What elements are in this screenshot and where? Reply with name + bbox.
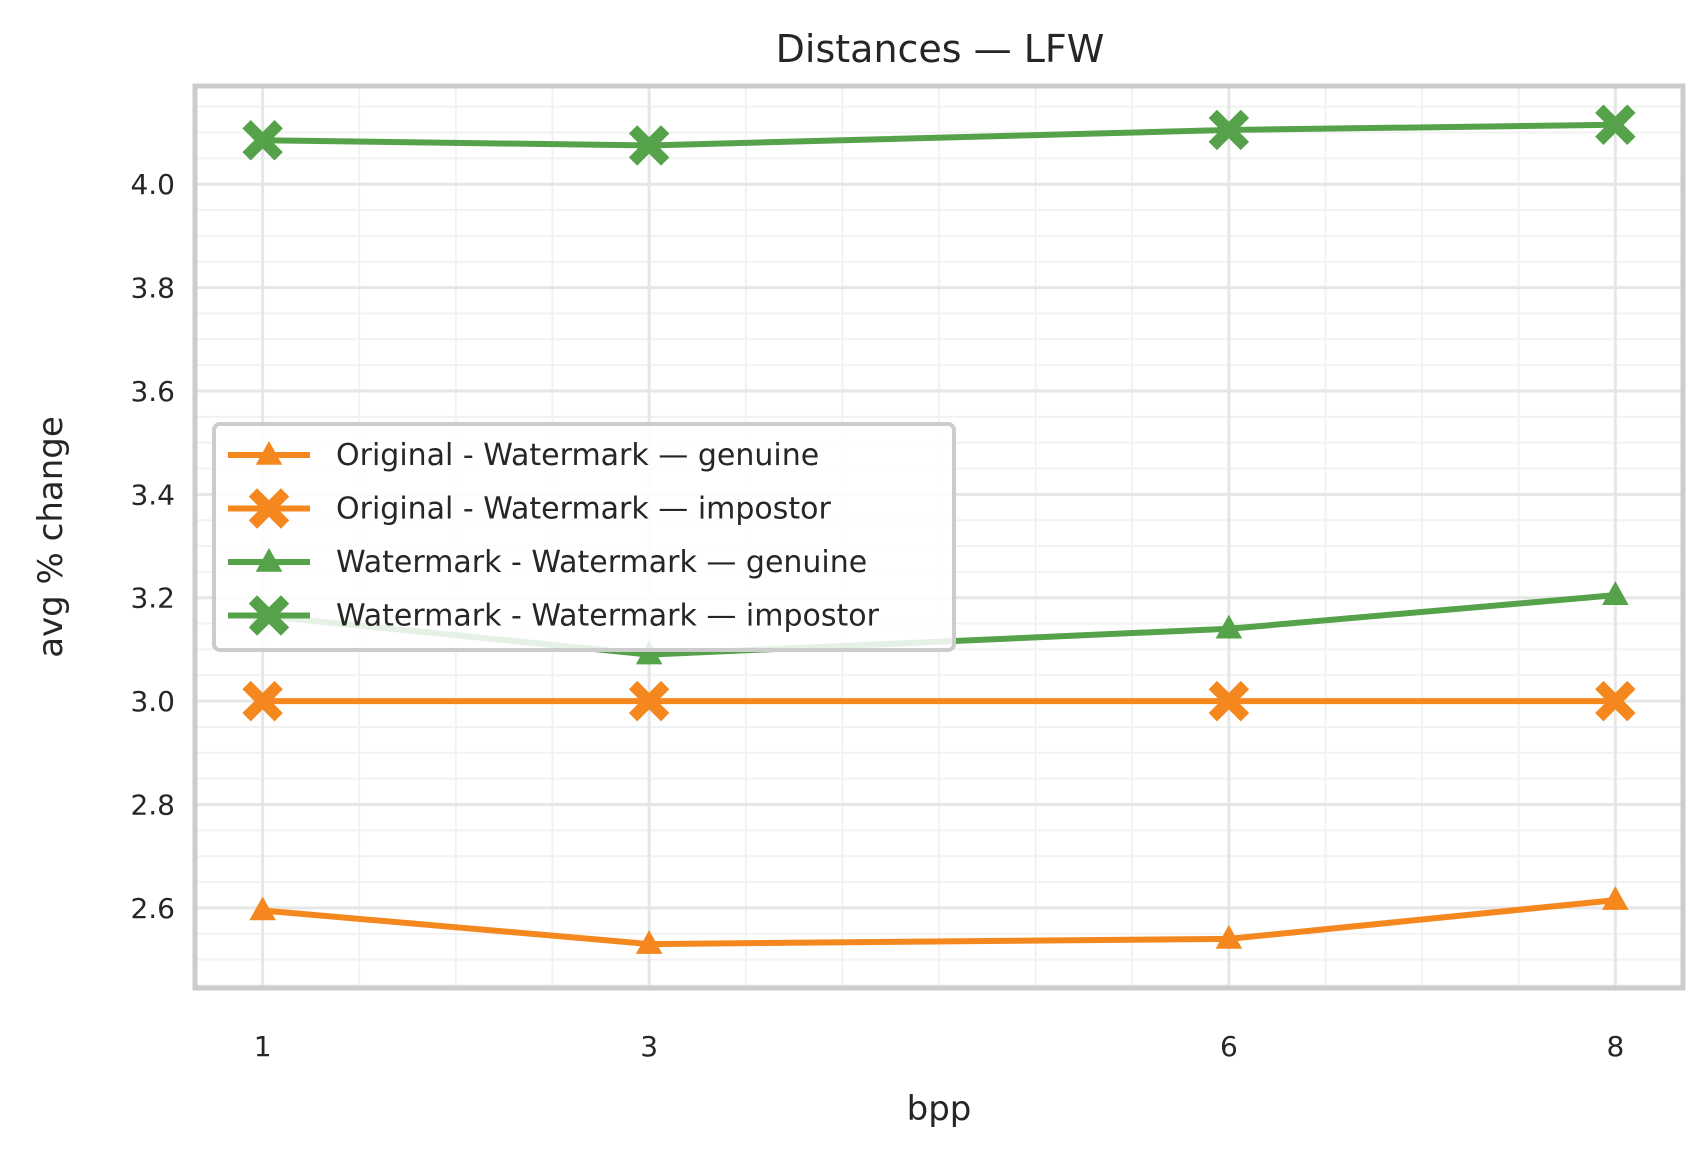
- y-tick-label: 3.8: [130, 272, 175, 305]
- series-2: [242, 680, 1636, 722]
- series-4: [242, 104, 1636, 166]
- legend-entry: Original - Watermark — genuine: [228, 438, 819, 473]
- x-marker: [1595, 104, 1636, 145]
- legend-entry: Original - Watermark — impostor: [228, 488, 832, 529]
- legend: Original - Watermark — genuine Original -…: [212, 422, 956, 652]
- legend-label: Original - Watermark — impostor: [336, 492, 832, 527]
- series-1: [249, 886, 1629, 954]
- legend-label: Watermark - Watermark — impostor: [336, 599, 880, 634]
- x-tick-labels: 1 3 6 8: [254, 1030, 1625, 1063]
- x-marker: [1208, 680, 1250, 722]
- triangle-marker: [1602, 886, 1629, 910]
- y-tick-label: 3.4: [130, 478, 175, 511]
- x-marker: [242, 680, 283, 722]
- x-marker: [248, 488, 290, 529]
- triangle-marker: [255, 548, 283, 572]
- legend-label: Watermark - Watermark — genuine: [336, 545, 867, 580]
- legend-entry: Watermark - Watermark — impostor: [228, 595, 880, 636]
- x-tick-label: 3: [640, 1030, 658, 1063]
- x-marker: [1208, 109, 1250, 151]
- triangle-marker: [1215, 924, 1243, 949]
- y-tick-label: 3.2: [130, 582, 175, 615]
- y-tick-labels: 2.6 2.8 3.0 3.2 3.4 3.6 3.8 4.0: [130, 168, 175, 925]
- y-tick-label: 2.6: [130, 892, 175, 925]
- legend-entry: Watermark - Watermark — genuine: [228, 545, 867, 580]
- triangle-marker: [1602, 581, 1629, 605]
- series-line: [262, 121, 1616, 149]
- y-tick-label: 3.6: [130, 375, 175, 408]
- x-marker: [628, 125, 670, 166]
- x-axis-label: bpp: [907, 1089, 972, 1129]
- x-marker: [248, 595, 290, 636]
- y-tick-label: 2.8: [130, 788, 175, 821]
- triangle-marker: [1215, 614, 1243, 639]
- chart-title: Distances — LFW: [776, 27, 1105, 71]
- series-line: [262, 897, 1616, 948]
- x-tick-label: 8: [1606, 1030, 1624, 1063]
- triangle-marker: [635, 930, 663, 954]
- legend-box: [212, 422, 956, 652]
- x-tick-label: 1: [254, 1030, 272, 1063]
- x-marker: [242, 120, 283, 161]
- triangle-marker: [255, 441, 283, 465]
- x-marker: [628, 680, 670, 722]
- legend-label: Original - Watermark — genuine: [336, 438, 819, 473]
- triangle-marker: [249, 896, 276, 921]
- triangle-marker: [635, 640, 663, 665]
- x-marker: [1595, 680, 1636, 722]
- x-tick-label: 6: [1220, 1030, 1238, 1063]
- y-axis-label: avg % change: [31, 416, 71, 658]
- y-tick-label: 4.0: [130, 168, 175, 201]
- plot-frame: [192, 83, 1686, 991]
- y-tick-label: 3.0: [130, 685, 175, 718]
